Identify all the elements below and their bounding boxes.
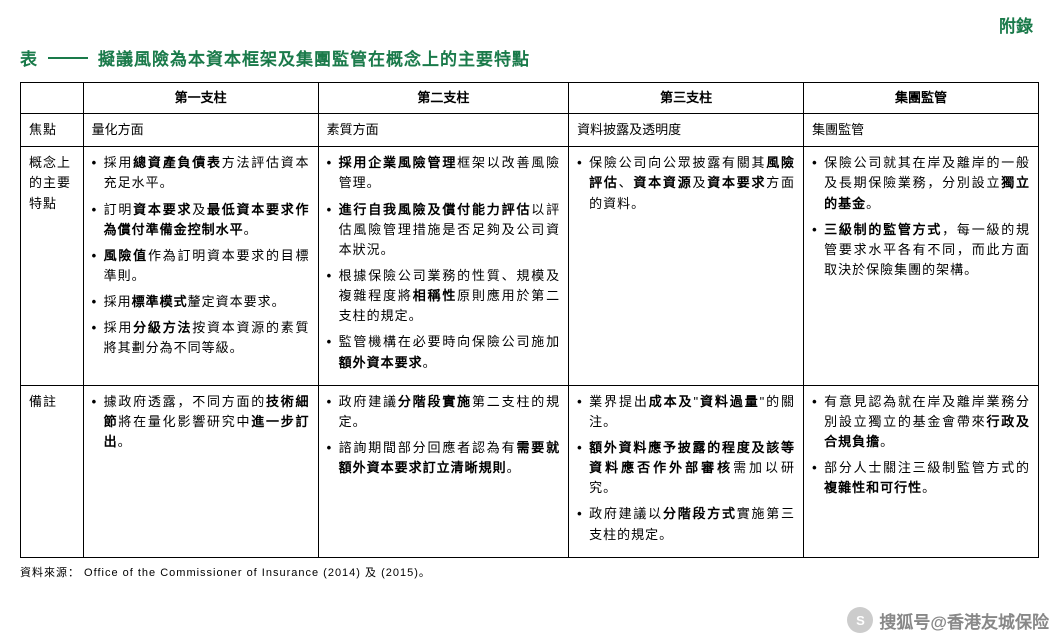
focus-label: 焦點 bbox=[21, 114, 84, 147]
list-item: 風險值作為訂明資本要求的目標準則。 bbox=[92, 246, 310, 286]
features-c2: 採用企業風險管理框架以改善風險管理。進行自我風險及償付能力評估以評估風險管理措施… bbox=[318, 147, 569, 385]
watermark: S 搜狐号@香港友城保险 bbox=[847, 607, 1049, 633]
focus-row: 焦點 量化方面 素質方面 資料披露及透明度 集團監管 bbox=[21, 114, 1039, 147]
list-item: 諮詢期間部分回應者認為有需要就額外資本要求訂立清晰規則。 bbox=[327, 438, 561, 478]
header-blank bbox=[21, 83, 84, 114]
notes-row: 備註 據政府透露，不同方面的技術細節將在量化影響研究中進一步訂出。 政府建議分階… bbox=[21, 385, 1039, 557]
focus-c1: 量化方面 bbox=[83, 114, 318, 147]
list-item: 三級制的監管方式，每一級的規管要求水平各有不同，而此方面取決於保險集團的架構。 bbox=[812, 220, 1030, 280]
list-item: 保險公司向公眾披露有關其風險評估、資本資源及資本要求方面的資料。 bbox=[577, 153, 795, 213]
list-item: 部分人士關注三級制監管方式的複雜性和可行性。 bbox=[812, 458, 1030, 498]
notes-c3: 業界提出成本及"資料過量"的關注。額外資料應予披露的程度及該等資料應否作外部審核… bbox=[569, 385, 804, 557]
list-item: 採用企業風險管理框架以改善風險管理。 bbox=[327, 153, 561, 193]
notes-label: 備註 bbox=[21, 385, 84, 557]
notes-c4: 有意見認為就在岸及離岸業務分別設立獨立的基金會帶來行政及合規負擔。部分人士關注三… bbox=[804, 385, 1039, 557]
list-item: 政府建議以分階段方式實施第三支柱的規定。 bbox=[577, 504, 795, 544]
list-item: 採用總資產負債表方法評估資本充足水平。 bbox=[92, 153, 310, 193]
focus-c3: 資料披露及透明度 bbox=[569, 114, 804, 147]
list-item: 額外資料應予披露的程度及該等資料應否作外部審核需加以研究。 bbox=[577, 438, 795, 498]
features-row: 概念上的主要特點 採用總資產負債表方法評估資本充足水平。訂明資本要求及最低資本要… bbox=[21, 147, 1039, 385]
list-item: 訂明資本要求及最低資本要求作為償付準備金控制水平。 bbox=[92, 200, 310, 240]
table-title-row: 表 擬議風險為本資本框架及集團監管在概念上的主要特點 bbox=[20, 45, 1039, 70]
header-row: 第一支柱 第二支柱 第三支柱 集團監管 bbox=[21, 83, 1039, 114]
notes-c1: 據政府透露，不同方面的技術細節將在量化影響研究中進一步訂出。 bbox=[83, 385, 318, 557]
list-item: 業界提出成本及"資料過量"的關注。 bbox=[577, 392, 795, 432]
features-c4: 保險公司就其在岸及離岸的一般及長期保險業務，分別設立獨立的基金。三級制的監管方式… bbox=[804, 147, 1039, 385]
focus-c2: 素質方面 bbox=[318, 114, 569, 147]
list-item: 政府建議分階段實施第二支柱的規定。 bbox=[327, 392, 561, 432]
list-item: 保險公司就其在岸及離岸的一般及長期保險業務，分別設立獨立的基金。 bbox=[812, 153, 1030, 213]
list-item: 監管機構在必要時向保險公司施加額外資本要求。 bbox=[327, 332, 561, 372]
list-item: 採用標準模式釐定資本要求。 bbox=[92, 292, 310, 312]
header-c3: 第三支柱 bbox=[569, 83, 804, 114]
header-c2: 第二支柱 bbox=[318, 83, 569, 114]
title-text: 擬議風險為本資本框架及集團監管在概念上的主要特點 bbox=[98, 45, 530, 70]
watermark-icon: S bbox=[847, 607, 873, 633]
features-c1: 採用總資產負債表方法評估資本充足水平。訂明資本要求及最低資本要求作為償付準備金控… bbox=[83, 147, 318, 385]
list-item: 有意見認為就在岸及離岸業務分別設立獨立的基金會帶來行政及合規負擔。 bbox=[812, 392, 1030, 452]
source-line: 資料來源： Office of the Commissioner of Insu… bbox=[20, 564, 1039, 580]
list-item: 進行自我風險及償付能力評估以評估風險管理措施是否足夠及公司資本狀況。 bbox=[327, 200, 561, 260]
features-c3: 保險公司向公眾披露有關其風險評估、資本資源及資本要求方面的資料。 bbox=[569, 147, 804, 385]
appendix-label: 附錄 bbox=[20, 12, 1039, 37]
header-c1: 第一支柱 bbox=[83, 83, 318, 114]
title-prefix: 表 bbox=[20, 45, 38, 70]
watermark-text: 搜狐号@香港友城保险 bbox=[879, 608, 1049, 633]
header-c4: 集團監管 bbox=[804, 83, 1039, 114]
features-label: 概念上的主要特點 bbox=[21, 147, 84, 385]
list-item: 據政府透露，不同方面的技術細節將在量化影響研究中進一步訂出。 bbox=[92, 392, 310, 452]
list-item: 採用分級方法按資本資源的素質將其劃分為不同等級。 bbox=[92, 318, 310, 358]
list-item: 根據保險公司業務的性質、規模及複雜程度將相稱性原則應用於第二支柱的規定。 bbox=[327, 266, 561, 326]
main-table: 第一支柱 第二支柱 第三支柱 集團監管 焦點 量化方面 素質方面 資料披露及透明… bbox=[20, 82, 1039, 558]
title-dash bbox=[48, 57, 88, 59]
notes-c2: 政府建議分階段實施第二支柱的規定。諮詢期間部分回應者認為有需要就額外資本要求訂立… bbox=[318, 385, 569, 557]
focus-c4: 集團監管 bbox=[804, 114, 1039, 147]
